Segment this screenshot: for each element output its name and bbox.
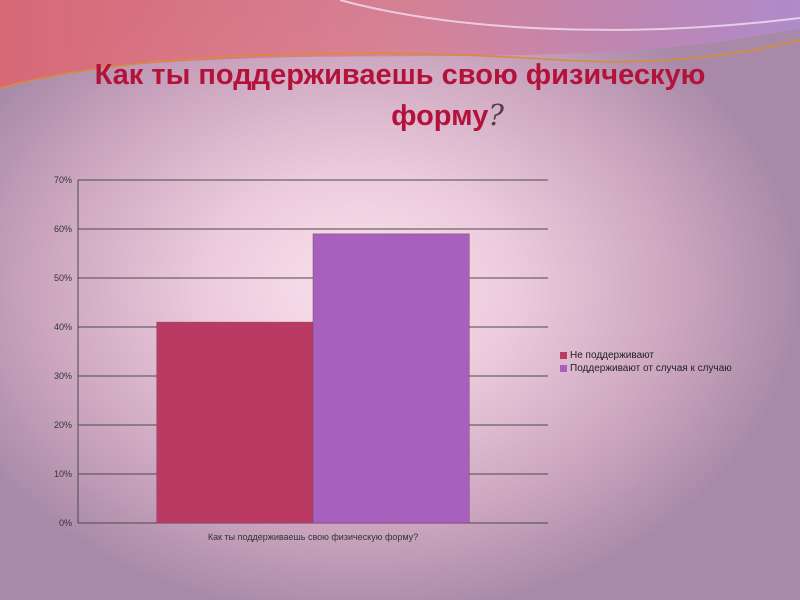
legend-label-not-supporting: Не поддерживают: [570, 350, 655, 361]
legend-swatch-not-supporting: [560, 352, 567, 359]
bar-0: [156, 321, 314, 524]
y-tick-label: 20%: [54, 420, 72, 430]
legend-item-not-supporting: Не поддерживают: [560, 349, 732, 362]
y-tick-label: 10%: [54, 469, 72, 479]
y-tick-label: 50%: [54, 273, 72, 283]
legend-swatch-occasionally: [560, 365, 567, 372]
y-tick-label: 0%: [59, 518, 72, 528]
bar-1: [312, 233, 470, 524]
y-tick-label: 70%: [54, 175, 72, 185]
decorative-swoosh: [0, 0, 800, 89]
legend-item-occasionally: Поддерживают от случая к случаю: [560, 362, 732, 375]
y-tick-label: 40%: [54, 322, 72, 332]
title-line-1: Как ты поддерживаешь свою физическую: [94, 59, 706, 91]
chart-legend: Не поддерживают Поддерживают от случая к…: [560, 349, 732, 375]
page-title: Как ты поддерживаешь свою физическую фор…: [0, 55, 800, 136]
title-question-mark: ?: [488, 98, 504, 132]
title-line-2: форму?: [0, 95, 800, 136]
x-tick-label: Как ты поддерживаешь свою физическую фор…: [208, 532, 418, 542]
title-line-2-text: форму: [391, 100, 489, 132]
y-tick-label: 60%: [54, 224, 72, 234]
y-tick-label: 30%: [54, 371, 72, 381]
legend-label-occasionally: Поддерживают от случая к случаю: [570, 363, 732, 374]
